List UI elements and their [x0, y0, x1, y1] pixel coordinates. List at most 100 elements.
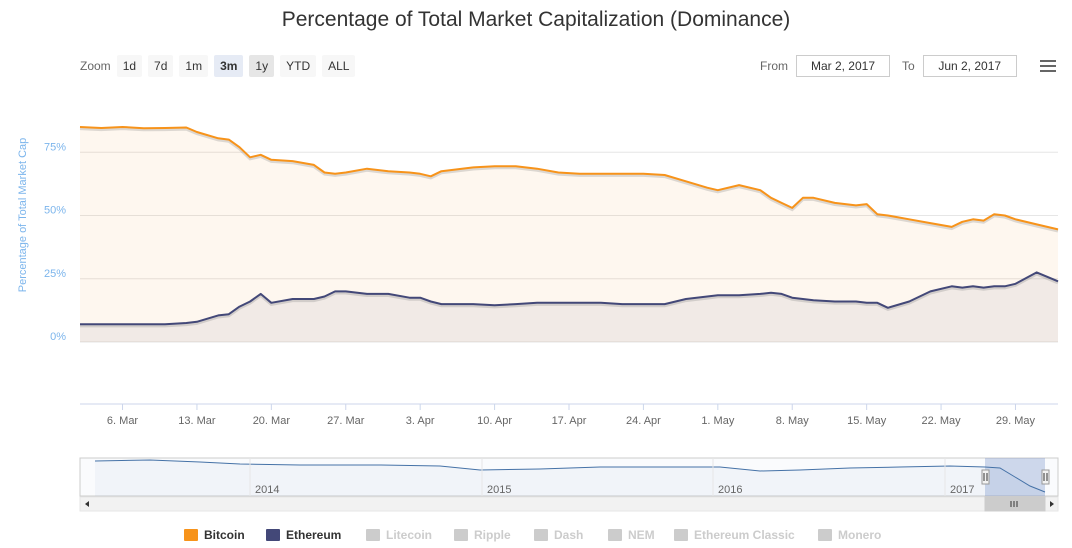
data-point	[258, 291, 264, 297]
data-point	[513, 301, 519, 307]
x-tick-label: 13. Mar	[178, 415, 216, 427]
data-point	[864, 300, 870, 306]
data-point	[927, 288, 933, 294]
data-point	[619, 171, 625, 177]
from-date-input[interactable]: Mar 2, 2017	[796, 55, 890, 77]
data-point	[120, 321, 126, 327]
data-point	[332, 171, 338, 177]
data-point	[981, 285, 987, 291]
zoom-1y-button[interactable]: 1y	[249, 55, 275, 77]
data-point	[290, 296, 296, 302]
data-point	[215, 135, 221, 141]
zoom-1m-button[interactable]: 1m	[179, 55, 209, 77]
navigator[interactable]: 2014 2015 2016 2017	[79, 457, 1059, 512]
data-point	[981, 218, 987, 224]
data-point	[885, 213, 891, 219]
data-point	[236, 304, 242, 310]
legend-label: NEM	[628, 528, 655, 542]
data-point	[247, 299, 253, 305]
y-axis-ticks: 0% 25% 50% 75%	[44, 141, 66, 343]
navigator-handle[interactable]	[981, 469, 990, 485]
legend-item-monero[interactable]: Monero	[818, 527, 881, 543]
data-point	[1012, 216, 1018, 222]
data-point	[268, 300, 274, 306]
zoom-7d-button[interactable]: 7d	[148, 55, 174, 77]
data-point	[555, 300, 561, 306]
legend-item-nem[interactable]: NEM	[608, 527, 655, 543]
data-point	[662, 301, 668, 307]
data-point	[832, 200, 838, 206]
legend-item-ethereum-classic[interactable]: Ethereum Classic	[674, 527, 795, 543]
scroll-left-icon[interactable]	[85, 501, 89, 507]
data-point	[640, 171, 646, 177]
x-tick-label: 24. Apr	[626, 415, 661, 427]
data-point	[470, 301, 476, 307]
data-point	[385, 168, 391, 174]
x-tick-label: 10. Apr	[477, 415, 512, 427]
data-point	[800, 195, 806, 201]
data-point	[949, 283, 955, 289]
data-point	[77, 124, 83, 130]
hamburger-menu-icon[interactable]	[1040, 60, 1056, 73]
legend-item-litecoin[interactable]: Litecoin	[366, 527, 432, 543]
x-tick-label: 1. May	[701, 415, 735, 427]
x-tick-label: 29. May	[996, 415, 1036, 427]
data-point	[779, 291, 785, 297]
data-point	[364, 166, 370, 172]
data-point	[853, 202, 859, 208]
data-point	[757, 187, 763, 193]
data-point	[183, 320, 189, 326]
y-tick-label: 75%	[44, 141, 66, 153]
data-point	[428, 299, 434, 305]
data-point	[258, 152, 264, 158]
legend-label: Ripple	[474, 528, 511, 542]
chart-title: Percentage of Total Market Capitalizatio…	[281, 8, 791, 31]
scrollbar-thumb[interactable]	[984, 496, 1046, 512]
x-tick-label: 20. Mar	[253, 415, 291, 427]
data-point	[77, 321, 83, 327]
zoom-toolbar: Zoom 1d 7d 1m 3m 1y YTD ALL	[80, 55, 361, 77]
zoom-ytd-button[interactable]: YTD	[280, 55, 317, 77]
data-point	[417, 295, 423, 301]
data-point	[98, 125, 104, 131]
data-point	[789, 205, 795, 211]
zoom-3m-button[interactable]: 3m	[214, 55, 244, 77]
data-point	[906, 299, 912, 305]
data-point	[364, 291, 370, 297]
data-point	[162, 321, 168, 327]
data-point	[194, 129, 200, 135]
data-point	[874, 211, 880, 217]
legend-item-ethereum[interactable]: Ethereum	[266, 527, 341, 543]
data-point	[492, 302, 498, 308]
data-point	[927, 220, 933, 226]
legend-item-ripple[interactable]: Ripple	[454, 527, 511, 543]
zoom-all-button[interactable]: ALL	[322, 55, 356, 77]
legend-symbol	[184, 529, 198, 541]
x-tick-label: 15. May	[847, 415, 887, 427]
data-point	[683, 296, 689, 302]
legend-label: Monero	[838, 528, 882, 542]
data-point	[768, 290, 774, 296]
data-point	[991, 211, 997, 217]
data-point	[438, 168, 444, 174]
data-point	[492, 163, 498, 169]
data-point	[853, 299, 859, 305]
legend-symbol	[608, 529, 622, 541]
date-range-selector: From Mar 2, 2017 To Jun 2, 2017	[760, 55, 1029, 77]
legend-symbol	[266, 529, 280, 541]
scroll-right-icon[interactable]	[1050, 501, 1054, 507]
data-point	[757, 291, 763, 297]
legend-label: Litecoin	[386, 528, 433, 542]
legend-item-dash[interactable]: Dash	[534, 527, 583, 543]
data-point	[864, 201, 870, 207]
y-tick-label: 50%	[44, 205, 66, 217]
navigator-handle[interactable]	[1041, 469, 1050, 485]
data-point	[513, 163, 519, 169]
zoom-1d-button[interactable]: 1d	[116, 55, 143, 77]
series-line-shadow	[79, 126, 1059, 233]
data-point	[1002, 213, 1008, 219]
series-line-bitcoin	[79, 126, 1059, 231]
legend-symbol	[674, 529, 688, 541]
to-date-input[interactable]: Jun 2, 2017	[922, 55, 1017, 77]
legend-item-bitcoin[interactable]: Bitcoin	[184, 527, 245, 543]
